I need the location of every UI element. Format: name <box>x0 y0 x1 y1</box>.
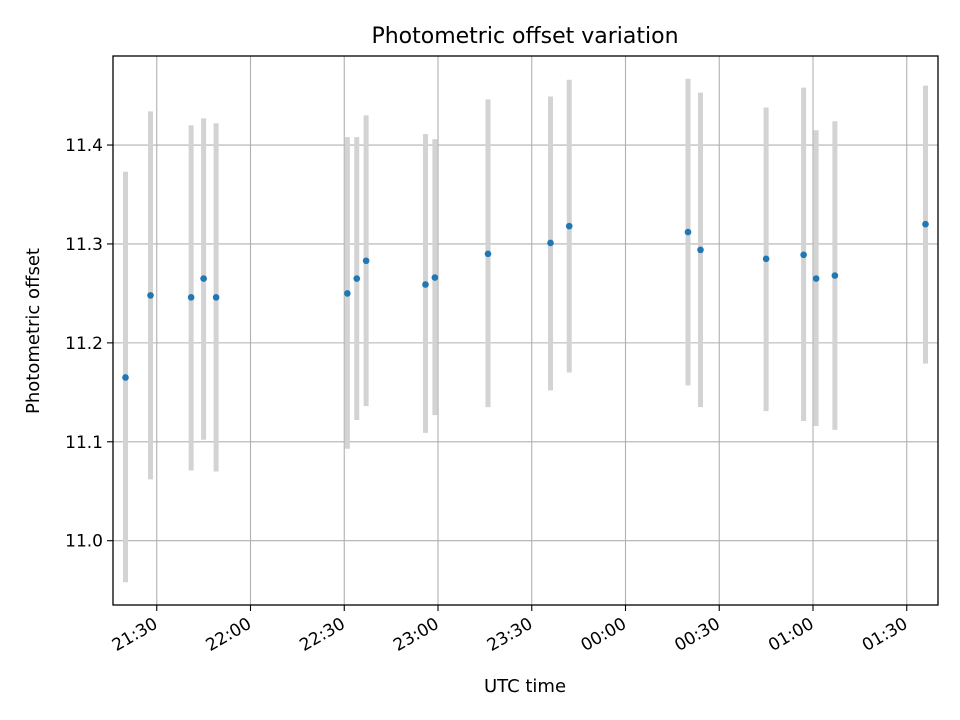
data-point <box>187 294 195 301</box>
data-point <box>800 251 807 259</box>
data-point <box>353 275 361 282</box>
data-point <box>547 239 554 247</box>
data-point <box>565 222 573 230</box>
data-point <box>122 374 129 381</box>
data-point <box>922 220 929 228</box>
data-point <box>684 228 692 236</box>
data-point <box>831 272 839 279</box>
data-points <box>122 220 929 381</box>
y-tick-label: 11.3 <box>65 235 103 255</box>
y-tick-label: 11.1 <box>65 433 103 453</box>
data-point <box>147 292 154 299</box>
data-point <box>422 281 429 288</box>
y-ticks: 11.0 11.1 11.2 11.3 11.4 <box>65 136 113 552</box>
data-point <box>212 294 220 301</box>
axes-frame <box>112 55 939 606</box>
y-tick-label: 11.4 <box>65 136 103 156</box>
data-point <box>344 290 351 297</box>
data-point <box>697 246 704 254</box>
chart-title: Photometric offset variation <box>371 24 678 49</box>
data-point <box>484 250 492 258</box>
data-point <box>812 275 820 282</box>
y-axis-label: Photometric offset <box>23 248 44 414</box>
grid <box>113 56 938 605</box>
data-point <box>200 275 207 282</box>
y-tick-label: 11.2 <box>65 334 103 354</box>
data-point <box>362 257 370 265</box>
data-point <box>762 255 770 263</box>
x-axis-label: UTC time <box>484 676 566 697</box>
y-tick-label: 11.0 <box>65 532 103 552</box>
data-point <box>431 274 439 281</box>
